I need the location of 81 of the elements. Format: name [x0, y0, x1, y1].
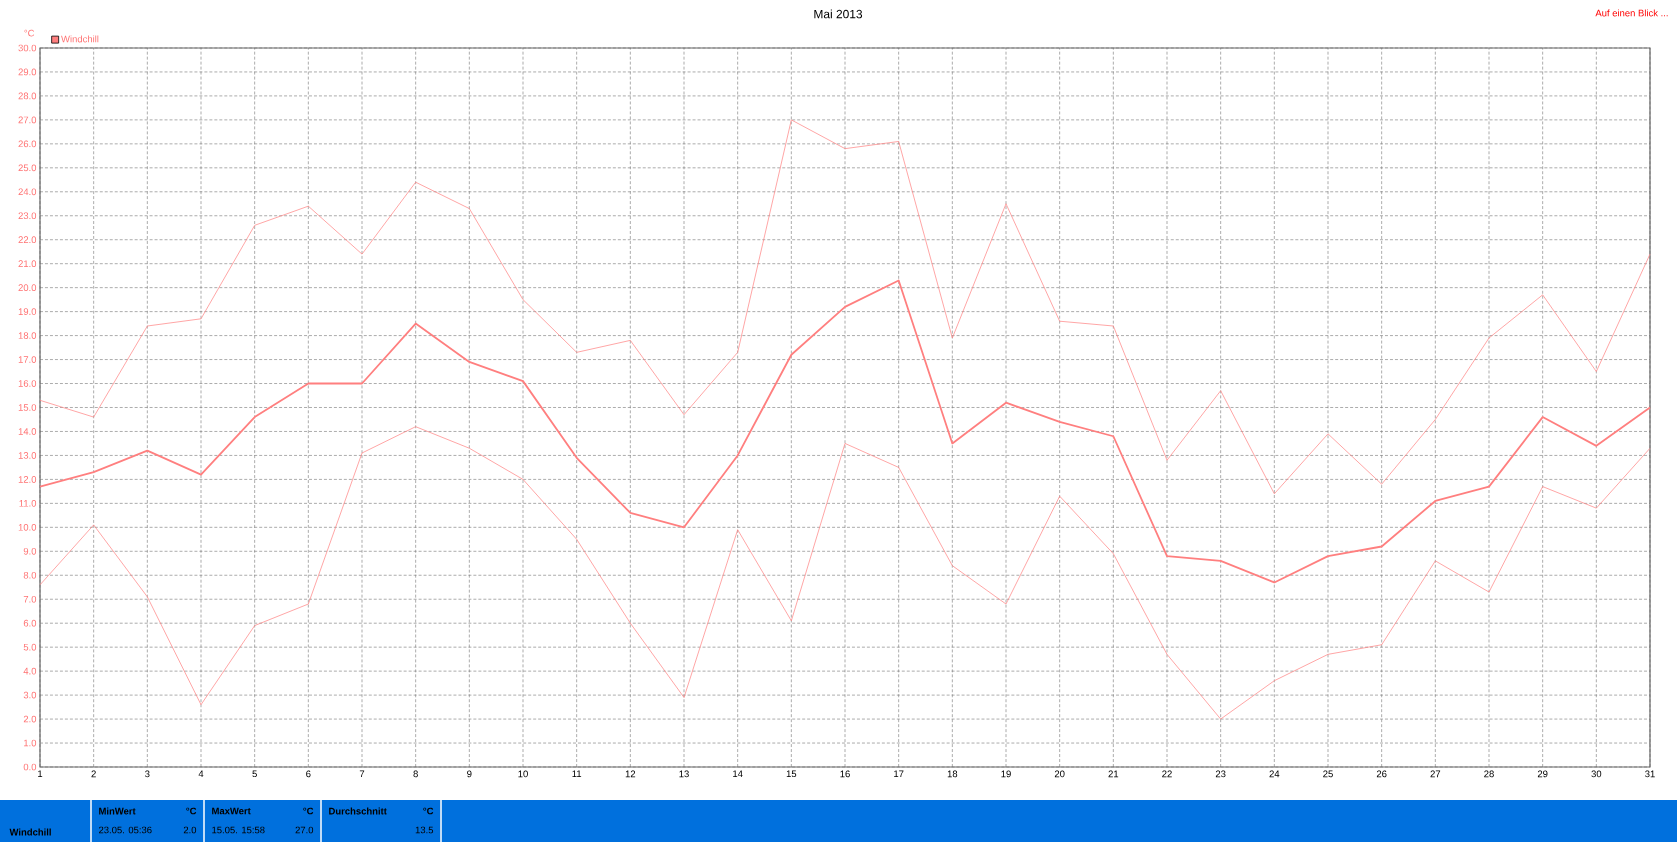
x-tick-label: 20	[1054, 770, 1065, 778]
y-tick-label: 27.0	[18, 116, 37, 124]
x-tick-label: 6	[306, 770, 311, 778]
text: Durchschnitt	[329, 807, 387, 815]
y-axis-title: °C	[24, 29, 35, 37]
x-tick-label: 30	[1591, 770, 1602, 778]
x-tick-label: 13	[679, 770, 689, 778]
y-tick-label: 7.0	[23, 595, 37, 603]
y-tick-label: 16.0	[18, 380, 37, 387]
x-tick-label: 28	[1484, 770, 1494, 778]
y-tick-label: 1.0	[24, 739, 37, 747]
chart-title: Mai 2013	[814, 9, 863, 19]
y-tick-label: 13.0	[18, 452, 37, 459]
x-tick-label: 21	[1108, 770, 1119, 778]
x-tick-label: 11	[572, 770, 582, 778]
y-tick-label: 26.0	[18, 140, 37, 148]
y-tick-label: 20.0	[18, 284, 37, 292]
y-tick-label: 0.0	[23, 763, 37, 771]
x-tick-label: 31	[1645, 770, 1655, 778]
y-tick-label: 23.0	[18, 212, 37, 220]
text: MinWert	[99, 807, 136, 815]
x-tick-label: 27	[1430, 770, 1441, 778]
x-tick-label: 2	[91, 770, 96, 778]
y-tick-label: 29.0	[18, 68, 37, 76]
text: 13.5	[415, 826, 434, 834]
text: °C	[423, 807, 434, 815]
x-tick-label: 10	[518, 770, 528, 778]
x-tick-label: 17	[894, 770, 904, 778]
x-tick-label: 15	[786, 770, 797, 778]
x-tick-label: 5	[252, 770, 257, 778]
x-tick-label: 25	[1323, 770, 1333, 778]
x-tick-label: 1	[38, 770, 43, 778]
text: Auf einen Blick ...	[1595, 9, 1668, 17]
y-tick-label: 22.0	[18, 236, 37, 244]
x-tick-label: 19	[1001, 770, 1011, 778]
y-tick-label: 8.0	[23, 571, 37, 579]
y-tick-label: 5.0	[23, 643, 37, 651]
text: MaxWert	[212, 807, 251, 815]
y-tick-label: 19.0	[18, 308, 37, 315]
y-tick-label: 9.0	[23, 547, 37, 555]
y-tick-label: 14.0	[18, 428, 37, 435]
x-tick-label: 24	[1269, 770, 1280, 778]
x-tick-label: 3	[145, 770, 150, 778]
x-tick-label: 14	[733, 770, 743, 778]
line-series	[39, 119, 1651, 495]
text: 27.0	[295, 826, 314, 834]
x-tick-label: 7	[359, 770, 365, 778]
y-tick-label: 2.0	[23, 715, 37, 723]
y-tick-label: 25.0	[18, 164, 37, 172]
text: 15.05. 15:58	[212, 826, 265, 834]
text: 2.0	[183, 826, 197, 834]
y-tick-label: 12.0	[18, 476, 37, 483]
y-tick-label: 4.0	[23, 667, 37, 675]
y-tick-label: 11.0	[19, 500, 37, 507]
x-tick-label: 12	[625, 770, 636, 778]
x-tick-label: 16	[840, 770, 850, 778]
x-tick-label: 23	[1215, 770, 1226, 778]
line-series	[39, 426, 1651, 720]
legend-label: Windchill	[61, 35, 99, 43]
x-tick-label: 29	[1537, 770, 1548, 778]
x-tick-label: 9	[467, 770, 472, 778]
x-tick-label: 26	[1376, 770, 1387, 778]
text: °C	[303, 807, 314, 815]
x-tick-label: 18	[947, 770, 958, 778]
text: °C	[186, 807, 197, 815]
y-tick-label: 15.0	[18, 404, 37, 411]
text: Windchill	[9, 828, 51, 836]
y-tick-label: 28.0	[18, 92, 37, 100]
y-tick-label: 10.0	[18, 523, 37, 531]
y-tick-label: 3.0	[23, 691, 37, 699]
y-tick-label: 24.0	[18, 188, 37, 196]
y-tick-label: 21.0	[18, 260, 37, 268]
text: 23.05. 05:36	[98, 826, 152, 834]
x-tick-label: 8	[413, 770, 418, 778]
y-tick-label: 6.0	[23, 619, 37, 627]
line-series	[39, 279, 1651, 584]
x-tick-label: 22	[1162, 770, 1172, 778]
y-tick-label: 18.0	[18, 332, 37, 339]
x-tick-label: 4	[198, 770, 204, 778]
y-tick-label: 30.0	[18, 44, 37, 52]
y-tick-label: 17.0	[18, 356, 37, 363]
